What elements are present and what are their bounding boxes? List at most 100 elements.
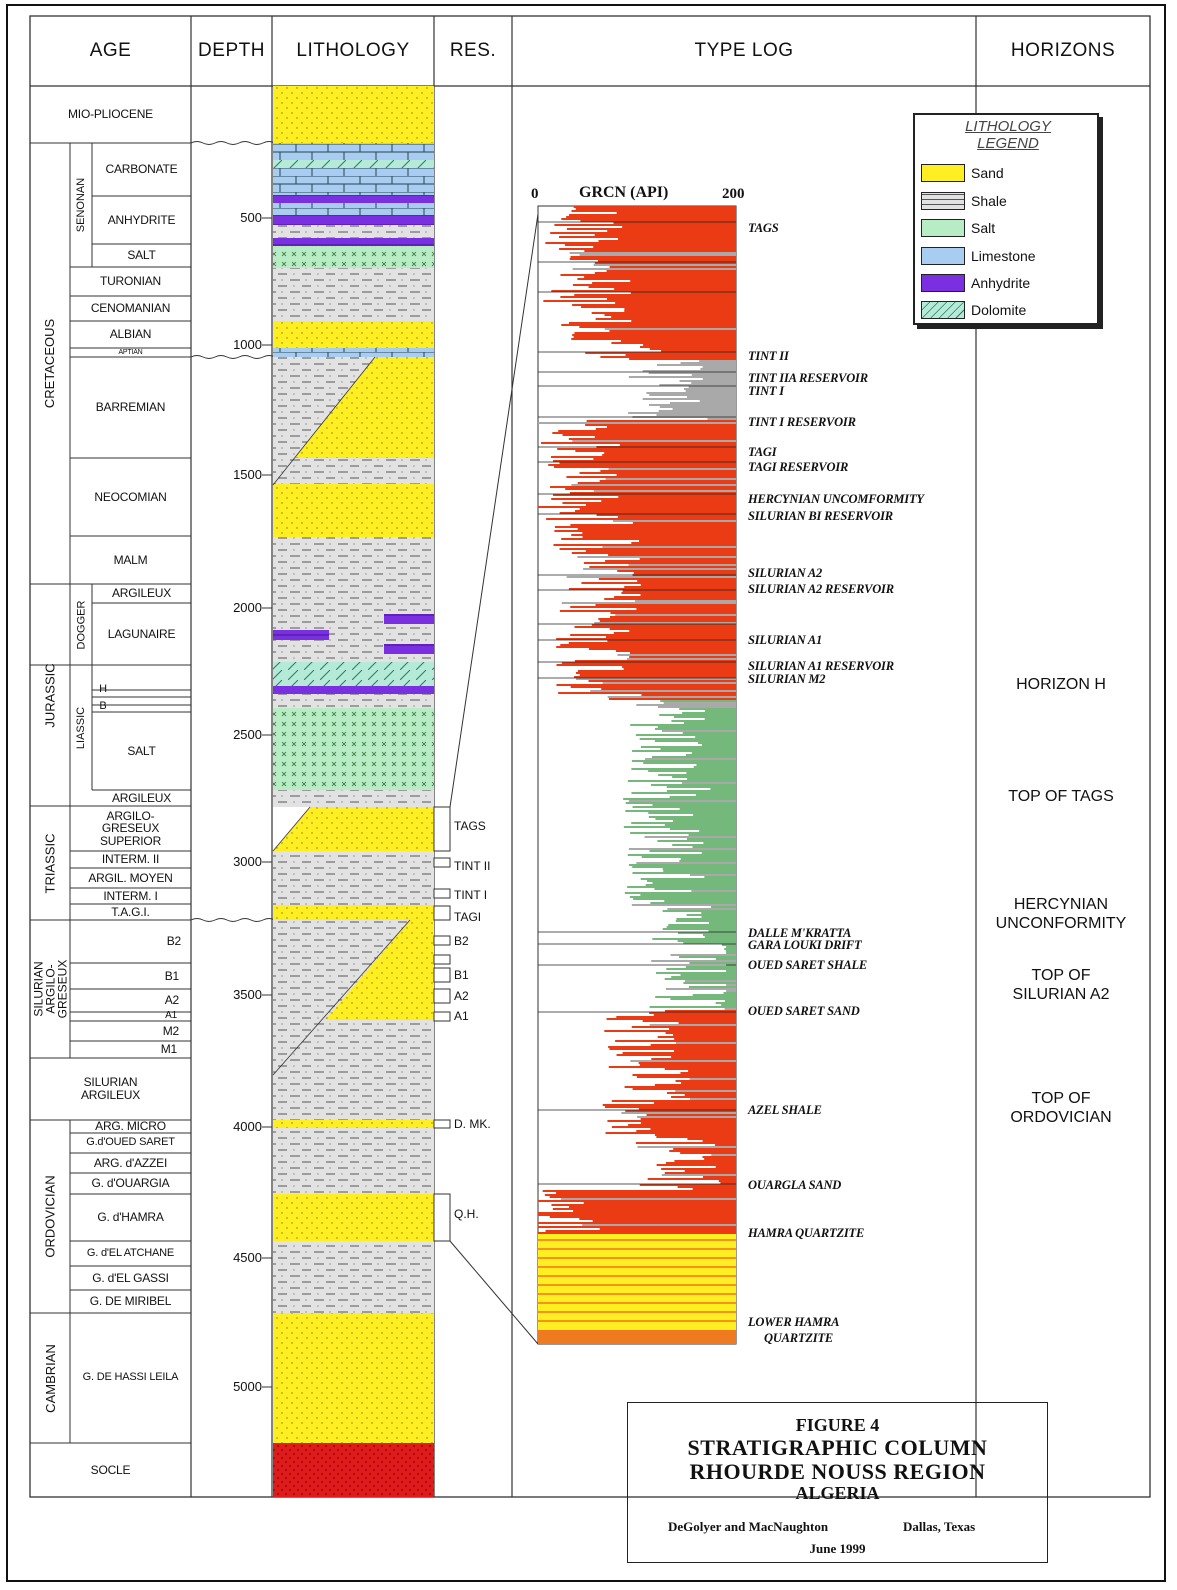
caption-line2: RHOURDE NOUSS REGION	[689, 1459, 986, 1484]
log-sample	[615, 1040, 736, 1042]
log-sample	[549, 1196, 736, 1198]
log-sample	[589, 566, 736, 568]
log-sample	[650, 1128, 736, 1130]
res-tint-ii: TINT II	[454, 859, 491, 873]
log-sample	[641, 694, 736, 696]
log-sample	[661, 730, 736, 732]
log-sample	[571, 210, 736, 212]
log-sample	[699, 360, 736, 362]
log-sample	[579, 508, 736, 510]
log-sample	[551, 290, 736, 292]
log-sample	[684, 980, 736, 982]
res-tags: TAGS	[454, 819, 486, 833]
log-sand-interval	[538, 1234, 736, 1330]
unit-b: B	[99, 700, 107, 713]
marker-silurian-a2-res: SILURIAN A2 RESERVOIR	[748, 582, 894, 596]
log-sample	[711, 1154, 736, 1156]
log-sample	[561, 1198, 736, 1200]
log-sample	[691, 382, 736, 384]
log-sample	[649, 1006, 736, 1008]
legend-item-salt: Salt	[921, 218, 995, 238]
log-sample	[554, 530, 736, 532]
log-sample	[556, 1192, 736, 1194]
caption-author: DeGolyer and MacNaughton	[668, 1519, 829, 1534]
log-sample	[620, 340, 736, 342]
salt-swatch	[921, 219, 965, 237]
log-sample	[593, 264, 736, 266]
legend-label-salt: Salt	[971, 220, 996, 236]
era-cretaceous: CRETACEOUS	[42, 318, 58, 409]
log-sample	[610, 612, 736, 614]
log-sample	[654, 888, 736, 890]
log-sample	[695, 794, 736, 796]
log-sample	[692, 1188, 736, 1190]
legend-item-shale: Shale	[921, 191, 1007, 211]
log-sample	[671, 976, 736, 978]
log-sample	[664, 1172, 736, 1174]
log-sample	[648, 816, 736, 818]
marker-oued-saret-sand: OUED SARET SAND	[748, 1004, 860, 1018]
log-sample	[681, 782, 736, 784]
log-sample	[538, 1200, 736, 1202]
log-sample	[626, 658, 736, 660]
log-sample	[568, 588, 736, 590]
log-sample	[594, 262, 736, 264]
log-sample	[594, 272, 736, 274]
log-sample	[679, 708, 736, 710]
log-sample	[686, 838, 736, 840]
log-sample	[559, 462, 736, 464]
log-sample	[538, 1232, 736, 1234]
log-sample	[591, 624, 736, 626]
unit-a2: A2	[164, 993, 179, 1008]
log-sample	[656, 1164, 736, 1166]
log-sample	[595, 318, 736, 320]
log-sample	[665, 1162, 736, 1164]
log-sample	[633, 898, 736, 900]
unit-salt-lias: SALT	[127, 743, 156, 758]
log-sample	[554, 526, 736, 528]
log-sample	[643, 344, 736, 346]
horizon-hercynian: HERCYNIAN UNCONFORMITY	[995, 896, 1127, 933]
unit-neocomian: NEOCOMIAN	[94, 489, 167, 504]
unit-argilo-greseux-superior: ARGILO- GRESEUX SUPERIOR	[99, 808, 162, 848]
log-sample	[631, 904, 736, 906]
unit-carbonate: CARBONATE	[105, 162, 178, 177]
unit-barremian: BARREMIAN	[95, 400, 166, 415]
log-sample	[605, 560, 736, 562]
log-sample	[642, 370, 736, 372]
header-res: RES.	[449, 40, 497, 61]
log-sample	[607, 1120, 736, 1122]
unit-anhydrite: ANHYDRITE	[107, 212, 176, 227]
log-sample	[687, 778, 736, 780]
stage-dogger: DOGGER	[75, 600, 87, 649]
log-sample	[683, 982, 736, 984]
depth-4500: 4500	[233, 1250, 262, 1265]
log-sample	[657, 364, 736, 366]
log-sample	[571, 534, 736, 536]
log-sample	[677, 940, 736, 942]
log-sample	[632, 806, 736, 808]
log-sample	[569, 252, 736, 254]
log-sample	[675, 920, 736, 922]
log-sample	[597, 260, 736, 262]
marker-azel-shale: AZEL SHALE	[748, 1103, 822, 1117]
log-sample	[695, 736, 736, 738]
log-sample	[726, 952, 736, 954]
log-sample	[689, 874, 736, 876]
log-sample	[689, 1078, 736, 1080]
unit-h: H	[99, 683, 107, 696]
log-sample	[638, 1108, 736, 1110]
log-sample	[545, 242, 736, 244]
log-sample	[570, 524, 736, 526]
log-sample	[671, 1056, 736, 1058]
log-sample	[556, 684, 736, 686]
log-sample	[600, 356, 736, 358]
log-sample	[642, 398, 736, 400]
log-sample	[629, 656, 736, 658]
shale-swatch	[921, 192, 965, 210]
log-sample	[691, 890, 736, 892]
log-sample	[664, 1068, 736, 1070]
log-sample	[636, 1130, 736, 1132]
log-sample	[715, 1002, 736, 1004]
log-sample	[617, 654, 736, 656]
